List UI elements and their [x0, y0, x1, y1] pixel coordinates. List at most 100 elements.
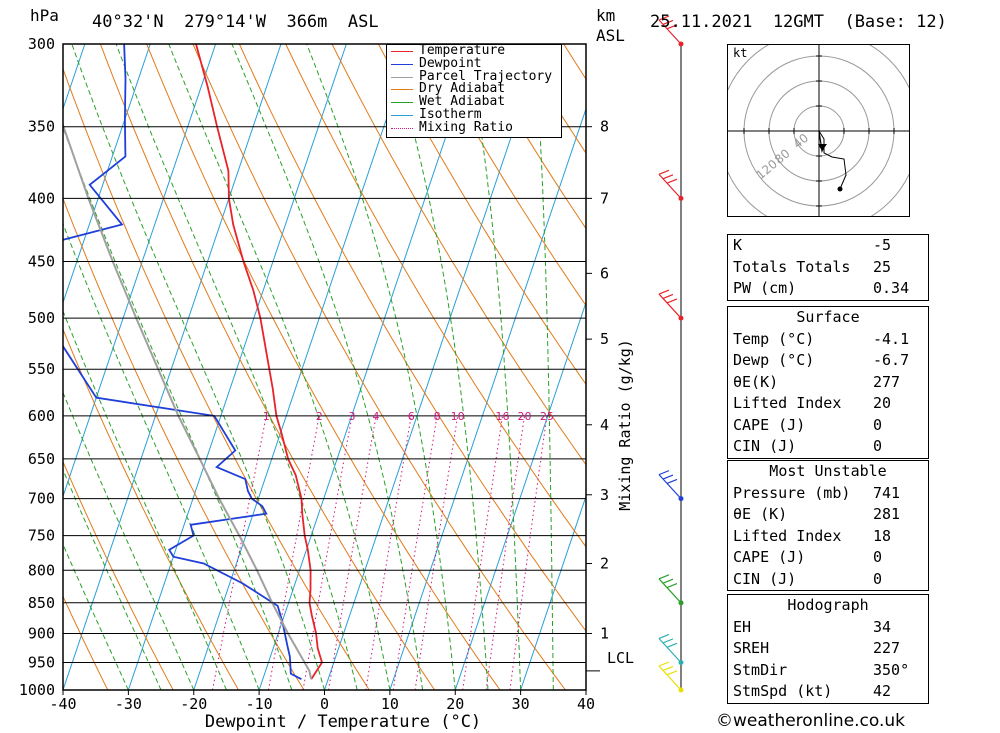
dry-adiabat-line [146, 44, 501, 690]
isotherm-line [63, 44, 282, 690]
wet-adiabat-line [63, 468, 162, 690]
panel-title: Most Unstable [769, 462, 887, 480]
mixing-ratio-line [212, 415, 267, 690]
location-title: 40°32'N 279°14'W 366m ASL [92, 12, 379, 32]
pressure-tick-label: 450 [28, 253, 55, 271]
legend-item: Dewpoint [387, 55, 561, 71]
panel-row: CAPE (J) 0 [728, 547, 928, 569]
km-tick-label: 7 [600, 189, 609, 207]
legend: Temperature Dewpoint Parcel Trajectory Dry … [386, 44, 562, 138]
mixing-ratio-value-label: 20 [517, 410, 531, 423]
km-tick-label: 4 [600, 416, 609, 434]
legend-item: Temperature [387, 43, 561, 58]
wet-adiabat-line [63, 543, 129, 690]
hodograph-stats-panel: Hodograph EH 34 SREH 227 StmDir 350° StmSpd (kt… [727, 594, 929, 704]
pressure-tick-label: 900 [28, 624, 55, 642]
legend-label: Dewpoint [419, 55, 482, 71]
wet-adiabat-line [466, 44, 522, 690]
panel-row: Lifted Index 18 [728, 526, 928, 548]
storm-motion-arrow [818, 144, 827, 151]
panel-row-value: 25 [873, 257, 892, 276]
panel-row-value: 227 [873, 639, 901, 657]
panel-row: Temp (°C) -4.1 [728, 329, 928, 351]
panel-row-value: 0.34 [873, 279, 910, 297]
legend-swatch [391, 89, 413, 91]
panel-row-label: SREH [733, 639, 770, 657]
pressure-tick-label: 650 [28, 450, 55, 468]
isotherm-line [324, 44, 543, 690]
panel-row-label: PW (cm) [733, 279, 797, 297]
temp-tick-label: 20 [446, 695, 464, 713]
dry-adiabat-line [424, 44, 586, 307]
mixing-ratio-value-label: 4 [373, 410, 380, 423]
panel-row-label: CAPE (J) [733, 415, 806, 434]
panel-row-value: -6.7 [873, 351, 910, 369]
hodograph-end-point [837, 186, 843, 192]
pressure-tick-label: 600 [28, 407, 55, 425]
panel-row-value: 20 [873, 394, 892, 412]
wind-barb [658, 289, 684, 321]
wet-adiabat-line [63, 126, 293, 690]
km-label: km [596, 6, 616, 25]
wind-barb [658, 574, 684, 606]
plot-frame [62, 43, 587, 691]
temp-tick-label: 10 [381, 695, 399, 713]
panel-row-value: 277 [873, 372, 901, 391]
legend-item: Wet Adiabat [387, 94, 561, 110]
pressure-tick-label: 1000 [19, 681, 55, 699]
lcl-label: LCL [607, 649, 634, 667]
asl-label: ASL [596, 26, 625, 45]
panel-row-label: CIN (J) [733, 437, 797, 455]
wind-barb [658, 633, 684, 665]
pressure-tick-label: 500 [28, 309, 55, 327]
legend-swatch [391, 102, 413, 104]
temp-tick-label: 40 [577, 695, 595, 713]
panel-row: StmDir 350° [728, 660, 928, 682]
pressure-tick-label: 400 [28, 189, 55, 207]
dry-adiabat-line [934, 44, 1000, 690]
panel-row: θE(K) 277 [728, 372, 928, 394]
panel-row-label: θE(K) [733, 372, 779, 391]
panel-row-value: 0 [873, 569, 883, 588]
legend-label: Wet Adiabat [419, 94, 506, 110]
mixing-ratio-line [485, 415, 525, 690]
dry-adiabat-line [63, 595, 109, 690]
km-tick-label: 3 [600, 486, 609, 504]
legend-swatch [391, 114, 413, 116]
km-tick-label: 8 [600, 118, 609, 136]
pressure-tick-label: 950 [28, 653, 55, 671]
panel-row-value: 350° [873, 660, 910, 679]
temp-tick-label: 30 [512, 695, 530, 713]
wet-adiabat-line [168, 44, 391, 690]
dry-adiabat-line [470, 44, 586, 230]
legend-label: Temperature [419, 43, 506, 58]
wind-barb [658, 470, 684, 502]
hodograph-plot: kt 40 80 120 [718, 30, 920, 232]
legend-item: Parcel Trajectory [387, 70, 561, 84]
panel-row-label: Temp (°C) [733, 329, 815, 348]
temp-tick-label: -10 [246, 695, 273, 713]
credit-text: ©weatheronline.co.uk [716, 711, 906, 731]
dry-adiabat-line [63, 460, 174, 690]
mixing-ratio-line [365, 415, 412, 690]
panel-row-label: Dewp (°C) [733, 351, 815, 369]
panel-row: Dewp (°C) -6.7 [728, 350, 928, 372]
temp-tick-label: -30 [115, 695, 142, 713]
datetime-title: 25.11.2021 12GMT (Base: 12) [650, 12, 947, 32]
legend-item: Isotherm [387, 108, 561, 122]
wet-adiabat-line [231, 44, 424, 690]
panel-row: Lifted Index 20 [728, 393, 928, 415]
panel-row: SREH 227 [728, 638, 928, 660]
panel-row: Totals Totals 25 [728, 257, 928, 279]
wet-adiabat-line [534, 44, 554, 690]
mixing-ratio-value-label: 3 [348, 410, 355, 423]
mixing-ratio-value-label: 10 [451, 410, 465, 423]
mixing-ratio-value-label: 16 [496, 410, 510, 423]
pressure-tick-label: 750 [28, 527, 55, 545]
km-tick-label: 6 [600, 264, 609, 282]
pressure-tick-label: 800 [28, 561, 55, 579]
mixing-ratio-line [509, 415, 548, 690]
hodograph-unit-label: kt [733, 46, 747, 60]
panel-row: K -5 [728, 235, 928, 257]
